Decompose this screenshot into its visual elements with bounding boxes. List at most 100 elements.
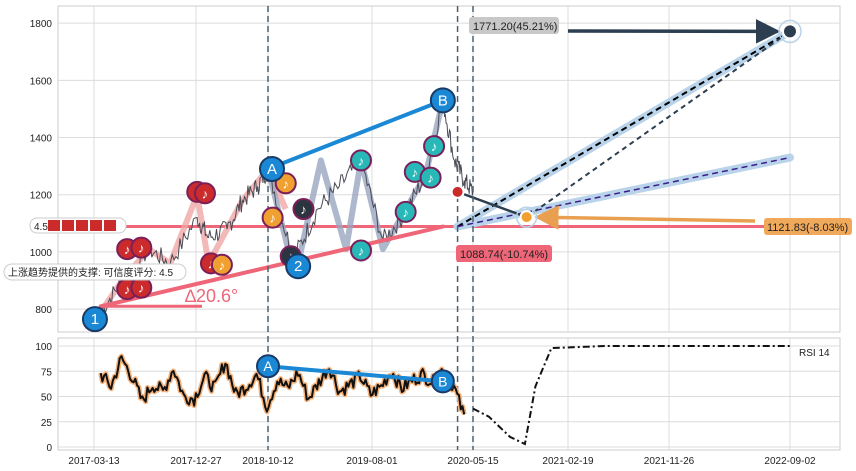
note-markers: ♪♪♪♪♪♪♪♪♪♪♪♪♪♪♪♪♪♪ [116, 135, 446, 301]
angle-label: ∆20.6° [185, 286, 238, 306]
note-glyph: ♪ [282, 176, 289, 191]
music-note-icon: ♪ [423, 135, 446, 158]
svg-text:1771.20(45.21%): 1771.20(45.21%) [473, 21, 557, 33]
point-a-rsi: A [256, 354, 280, 379]
note-glyph: ♪ [358, 153, 365, 168]
rsi-series-line [99, 355, 466, 415]
note-marker-circle [292, 198, 315, 221]
price-y-ticks: 800 1000 1200 1400 1600 1800 [30, 19, 53, 316]
note-marker-circle [394, 200, 417, 223]
price-y-tick-label: 1600 [30, 76, 53, 87]
point-b-price: B [429, 87, 456, 114]
x-tick-label: 2021-02-19 [542, 456, 594, 467]
x-tick-label: 2019-08-01 [346, 456, 398, 467]
music-note-icon: ♪ [349, 149, 372, 172]
price-y-tick-label: 1400 [30, 134, 53, 145]
svg-text:4.5: 4.5 [34, 222, 48, 233]
svg-text:1121.83(-8.03%): 1121.83(-8.03%) [767, 222, 848, 234]
svg-text:1088.74(-10.74%): 1088.74(-10.74%) [460, 249, 548, 261]
svg-text:上涨趋势提供的支撑: 可信度评分: 4.5: 上涨趋势提供的支撑: 可信度评分: 4.5 [8, 266, 173, 279]
note-glyph: ♪ [138, 281, 145, 296]
note-marker-circle [193, 182, 216, 205]
point-a-price: A [259, 156, 285, 182]
point-b-rsi: B [430, 369, 455, 394]
x-tick-label: 2020-05-15 [447, 456, 499, 467]
projection-mid-line [457, 156, 791, 228]
note-marker-circle [261, 206, 284, 229]
rsi-y-tick-label: 25 [41, 418, 53, 429]
x-tick-label: 2017-03-13 [68, 456, 120, 467]
music-note-icon: ♪ [394, 200, 417, 223]
support-price-label: 1088.74(-10.74%) [456, 245, 552, 262]
note-marker-circle [419, 166, 442, 189]
target-up-label: 1771.20(45.21%) [469, 17, 559, 34]
note-marker-circle [349, 149, 372, 172]
x-tick-label: 2021-11-26 [644, 456, 695, 467]
price-y-tick-label: 1000 [30, 248, 53, 259]
support-annotation: 上涨趋势提供的支撑: 可信度评分: 4.5 [3, 263, 187, 281]
svg-text:A: A [263, 358, 273, 374]
rsi-forecast-line [472, 345, 790, 446]
note-marker-circle [210, 253, 233, 276]
rsi-trend-line [266, 364, 445, 384]
rsi-y-tick-label: 75 [41, 367, 53, 378]
price-y-tick-label: 1800 [30, 19, 53, 30]
note-glyph: ♪ [431, 139, 438, 154]
target-down-arrow [534, 205, 756, 230]
note-glyph: ♪ [412, 165, 419, 180]
note-marker-circle [423, 135, 446, 158]
price-y-tick-label: 1200 [30, 191, 53, 202]
note-glyph: ♪ [269, 211, 276, 226]
note-glyph: ♪ [300, 202, 307, 217]
note-glyph: ♪ [124, 282, 131, 297]
music-note-icon: ♪ [130, 236, 153, 259]
note-glyph: ♪ [202, 186, 209, 201]
note-glyph: ♪ [402, 205, 409, 220]
svg-text:2: 2 [294, 258, 302, 275]
note-marker-circle [349, 239, 372, 262]
note-glyph: ♪ [427, 171, 434, 186]
note-glyph: ♪ [124, 242, 131, 257]
rsi-y-tick-label: 100 [35, 342, 52, 353]
note-glyph: ♪ [138, 241, 145, 256]
target-up-ring [778, 19, 802, 44]
x-tick-label: 2022-09-02 [764, 456, 816, 467]
rating-tag: 4.5 [29, 217, 127, 234]
svg-text:A: A [267, 161, 277, 178]
music-note-icon: ♪ [349, 239, 372, 262]
target-down-point [519, 210, 534, 225]
point-1: 1 [81, 306, 108, 333]
projection-b-down-line [457, 190, 528, 219]
target-down-label: 1121.83(-8.03%) [764, 218, 852, 235]
music-note-icon: ♪ [193, 182, 216, 205]
x-tick-label: 2017-12-27 [170, 456, 222, 467]
note-glyph: ♪ [208, 256, 215, 271]
note-glyph: ♪ [358, 244, 365, 259]
rsi-y-ticks: 0 25 50 75 100 [35, 342, 52, 454]
x-ticks: 2017-03-13 2017-12-27 2018-10-12 2019-08-01… [68, 456, 816, 467]
note-glyph: ♪ [219, 258, 226, 273]
rsi-panel [57, 337, 841, 451]
support-trend-line [98, 224, 445, 309]
music-note-icon: ♪ [292, 198, 315, 221]
svg-text:B: B [438, 373, 447, 389]
target-up-point [782, 23, 798, 40]
ab-trend-line [266, 98, 445, 171]
target-down-ring [515, 206, 538, 228]
price-y-tick-label: 800 [35, 305, 52, 316]
music-note-icon: ♪ [130, 276, 153, 299]
music-note-icon: ♪ [261, 206, 284, 229]
rsi-y-tick-label: 0 [46, 443, 52, 454]
projection-up-line [457, 30, 791, 228]
b-drop-point [450, 184, 465, 199]
music-note-icon: ♪ [210, 253, 233, 276]
price-panel [57, 5, 841, 333]
note-marker-circle [130, 236, 153, 259]
svg-text:B: B [438, 92, 448, 109]
rsi-legend: RSI 14 [799, 348, 830, 359]
svg-text:1: 1 [91, 311, 99, 328]
x-tick-label: 2018-10-12 [242, 456, 294, 467]
music-note-icon: ♪ [419, 166, 442, 189]
rsi-y-tick-label: 50 [41, 393, 53, 404]
